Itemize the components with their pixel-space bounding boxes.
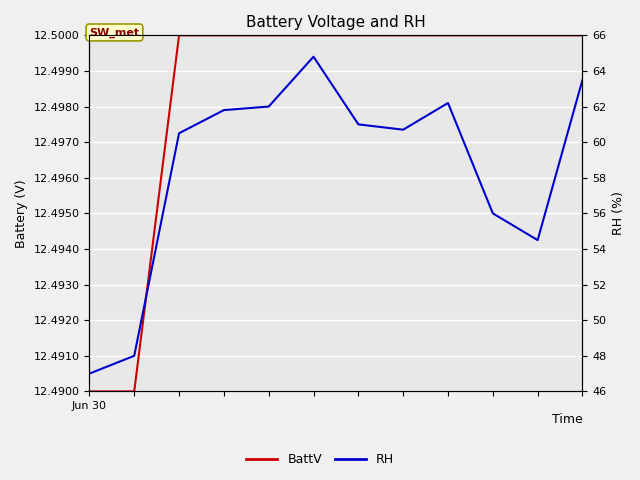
RH	[310, 54, 317, 60]
RH	[220, 107, 228, 113]
BattV	[220, 33, 228, 38]
Legend: BattV, RH: BattV, RH	[241, 448, 399, 471]
Line: RH: RH	[90, 57, 582, 373]
RH	[444, 100, 452, 106]
RH	[489, 211, 497, 216]
BattV	[355, 33, 362, 38]
RH	[534, 237, 541, 243]
BattV	[534, 33, 541, 38]
BattV	[131, 388, 138, 394]
RH	[131, 353, 138, 359]
Line: BattV: BattV	[90, 36, 582, 391]
RH	[399, 127, 407, 132]
BattV	[265, 33, 273, 38]
Text: SW_met: SW_met	[90, 27, 140, 37]
BattV	[444, 33, 452, 38]
RH	[265, 104, 273, 109]
BattV	[86, 388, 93, 394]
RH	[579, 77, 586, 83]
BattV	[399, 33, 407, 38]
BattV	[310, 33, 317, 38]
RH	[175, 131, 183, 136]
Y-axis label: RH (%): RH (%)	[612, 192, 625, 235]
BattV	[175, 33, 183, 38]
Text: Time: Time	[552, 413, 582, 426]
BattV	[489, 33, 497, 38]
BattV	[579, 33, 586, 38]
Y-axis label: Battery (V): Battery (V)	[15, 179, 28, 248]
RH	[86, 371, 93, 376]
RH	[355, 121, 362, 127]
Title: Battery Voltage and RH: Battery Voltage and RH	[246, 15, 426, 30]
